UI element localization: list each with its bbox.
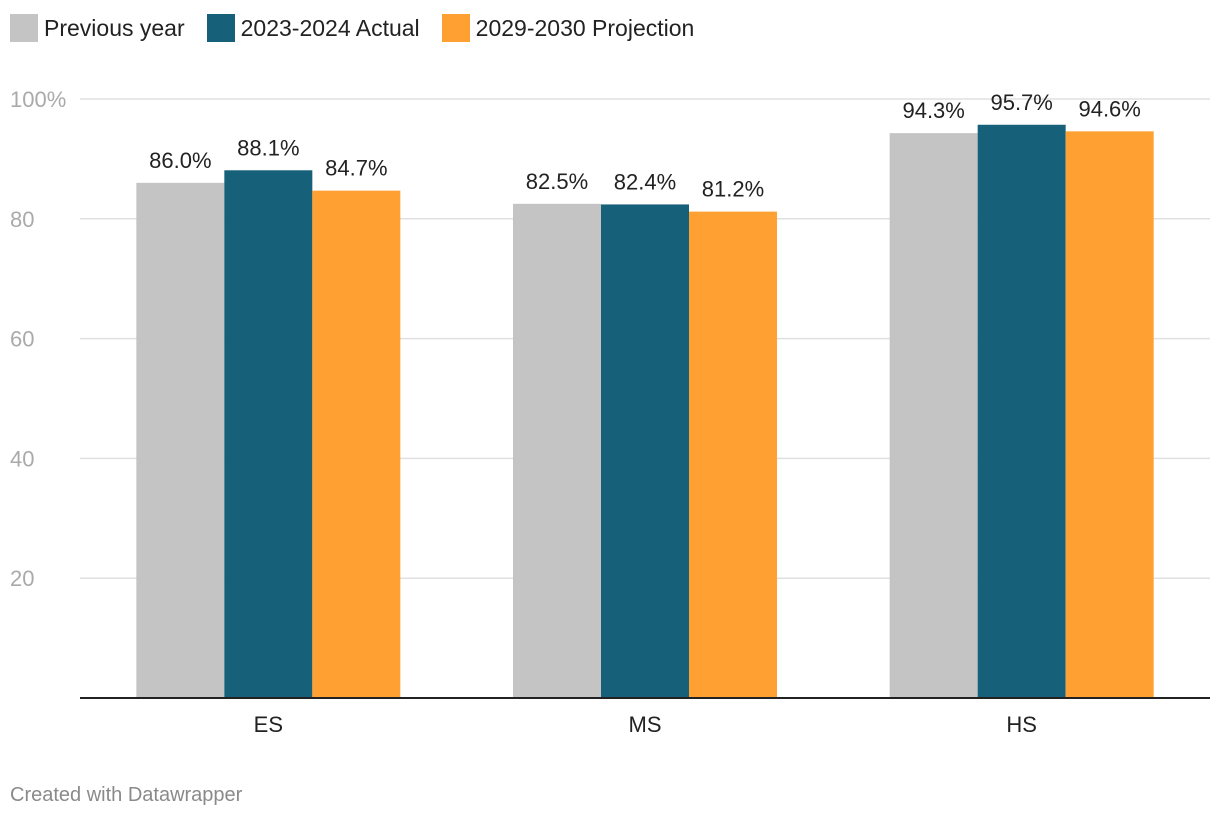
y-tick-label-60: 60 (10, 327, 34, 352)
legend-swatch-2023-2024-actual (206, 14, 235, 42)
data-label-es-previous-year: 86.0% (149, 148, 211, 173)
data-label-ms-2029-2030-projection: 81.2% (702, 177, 764, 202)
bar-ms-previous-year (513, 203, 601, 698)
legend-swatch-2029-2030-projection (441, 14, 470, 42)
legend-item-previous-year: Previous year (10, 14, 185, 42)
legend-swatch-previous-year (10, 14, 38, 42)
data-label-hs-2023-2024-actual: 95.7% (990, 90, 1052, 115)
bar-ms-2029-2030-projection (689, 211, 777, 698)
data-label-es-2029-2030-projection: 84.7% (325, 156, 387, 181)
data-label-hs-previous-year: 94.3% (902, 98, 964, 123)
bar-ms-2023-2024-actual (601, 204, 689, 698)
data-label-ms-previous-year: 82.5% (526, 169, 588, 194)
bar-hs-previous-year (889, 133, 978, 698)
y-tick-label-100: 100% (10, 87, 66, 112)
legend-item-2029-2030-projection: 2029-2030 Projection (441, 14, 695, 42)
y-tick-label-20: 20 (10, 566, 34, 591)
data-label-es-2023-2024-actual: 88.1% (237, 135, 299, 160)
bar-hs-2029-2030-projection (1065, 131, 1154, 698)
y-tick-label-40: 40 (10, 446, 34, 471)
chart-legend: Previous year 2023-2024 Actual 2029-2030… (10, 12, 716, 44)
legend-label-2023-2024-actual: 2023-2024 Actual (240, 14, 420, 41)
data-label-ms-2023-2024-actual: 82.4% (614, 169, 676, 194)
bar-es-previous-year (136, 182, 225, 699)
legend-label-2029-2030-projection: 2029-2030 Projection (475, 14, 695, 41)
y-tick-label-80: 80 (10, 207, 34, 232)
data-label-hs-2029-2030-projection: 94.6% (1078, 96, 1140, 121)
x-tick-label-hs: HS (1006, 712, 1037, 737)
legend-item-2023-2024-actual: 2023-2024 Actual (206, 14, 420, 42)
bar-es-2029-2030-projection (312, 190, 401, 698)
bar-es-2023-2024-actual (224, 170, 313, 698)
legend-label-previous-year: Previous year (44, 14, 185, 41)
x-tick-label-es: ES (254, 712, 283, 737)
bar-hs-2023-2024-actual (977, 124, 1066, 698)
x-tick-label-ms: MS (629, 712, 662, 737)
credit-text: Created with Datawrapper (10, 784, 243, 806)
bar-chart: 20 40 60 80 100% 86.0% 88.1% 84.7% ES 82.5% 82.4% 8… (10, 87, 1210, 737)
